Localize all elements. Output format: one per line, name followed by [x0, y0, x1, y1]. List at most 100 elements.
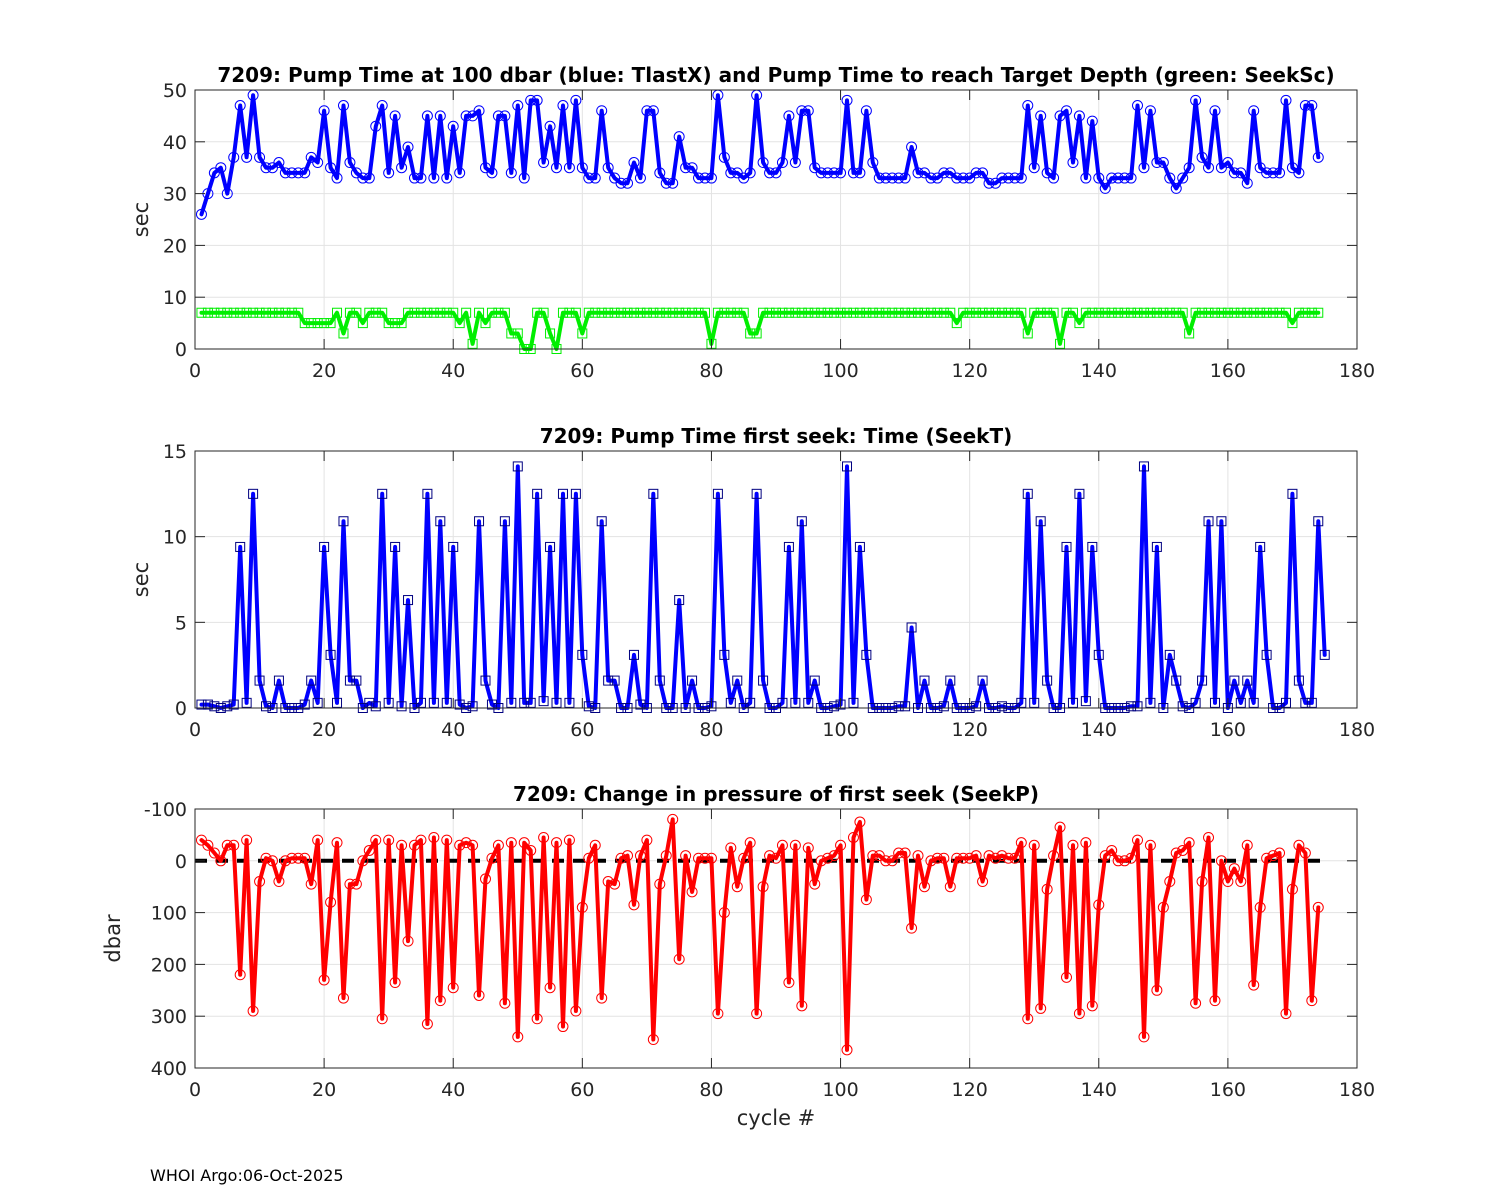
axes-frame: [194, 89, 1358, 350]
data-point: [396, 318, 407, 329]
data-point: [1274, 847, 1286, 859]
data-point: [234, 969, 246, 981]
data-point: [738, 307, 749, 318]
x-tick-label: 0: [189, 719, 201, 741]
data-point: [1119, 172, 1131, 184]
data-point: [266, 855, 278, 867]
data-point: [1028, 162, 1040, 174]
data-point: [680, 162, 692, 174]
data-point: [1184, 328, 1195, 339]
x-tick-label: 60: [570, 1079, 594, 1101]
data-point: [279, 855, 291, 867]
data-point: [1241, 177, 1253, 189]
x-tick-label: 160: [1210, 719, 1246, 741]
data-point: [1132, 100, 1144, 112]
data-point: [1048, 307, 1059, 318]
data-point: [512, 461, 523, 472]
data-point: [989, 852, 1001, 864]
data-point: [977, 675, 988, 686]
data-point: [531, 94, 543, 106]
data-point: [822, 307, 833, 318]
data-point: [325, 162, 337, 174]
data-point: [312, 697, 323, 708]
data-point: [1067, 307, 1078, 318]
data-point: [1126, 701, 1137, 712]
data-point: [854, 307, 865, 318]
data-point: [861, 649, 872, 660]
data-point: [1138, 461, 1149, 472]
x-tick-label: 80: [699, 1079, 723, 1101]
data-point: [951, 318, 962, 329]
data-point: [202, 839, 214, 851]
data-point: [1080, 307, 1091, 318]
data-point: [570, 1005, 582, 1017]
x-tick-label: 120: [952, 1079, 988, 1101]
data-point: [1203, 516, 1214, 527]
data-point: [1261, 167, 1273, 179]
data-point: [628, 649, 639, 660]
data-point: [473, 989, 485, 1001]
data-point: [583, 852, 595, 864]
data-point: [1042, 307, 1053, 318]
data-point: [1293, 675, 1304, 686]
data-point: [744, 837, 756, 849]
data-point: [1093, 899, 1105, 911]
data-point: [544, 982, 556, 994]
data-point: [1177, 701, 1188, 712]
data-point: [1228, 167, 1240, 179]
data-point: [1254, 901, 1266, 913]
data-point: [919, 307, 930, 318]
data-point: [538, 696, 549, 707]
data-point: [693, 852, 705, 864]
data-point: [486, 699, 497, 710]
data-point: [1022, 328, 1033, 339]
data-point: [951, 852, 963, 864]
data-point: [512, 100, 524, 112]
data-point: [1106, 844, 1118, 856]
data-point: [906, 922, 918, 934]
data-point: [796, 105, 808, 117]
data-point: [848, 697, 859, 708]
data-point: [938, 852, 950, 864]
data-point: [228, 307, 239, 318]
data-point: [357, 855, 369, 867]
data-point: [893, 307, 904, 318]
x-tick-label: 140: [1081, 719, 1117, 741]
data-point: [474, 516, 485, 527]
data-point: [1222, 157, 1234, 169]
data-point: [1074, 488, 1085, 499]
y-tick-label: 15: [163, 441, 187, 463]
data-point: [525, 94, 537, 106]
data-point: [925, 307, 936, 318]
data-point: [861, 307, 872, 318]
data-point: [1267, 167, 1279, 179]
data-point: [1190, 697, 1201, 708]
data-point: [506, 328, 517, 339]
data-point: [1306, 100, 1318, 112]
data-point: [279, 167, 291, 179]
data-point: [1197, 675, 1208, 686]
data-point: [616, 307, 627, 318]
data-point: [654, 878, 666, 890]
data-point: [532, 488, 543, 499]
data-point: [1164, 307, 1175, 318]
data-point: [1016, 307, 1027, 318]
data-point: [460, 837, 472, 849]
axes-frame: [194, 450, 1358, 709]
y-axis-label: sec: [129, 562, 153, 597]
panel-seek-pressure: 0 20 40 60 80 100 120 140 160 180 -100 0 100 200 300 40…: [101, 782, 1375, 1130]
data-point: [383, 697, 394, 708]
data-point: [557, 488, 568, 499]
data-point: [590, 307, 601, 318]
data-point: [958, 307, 969, 318]
data-point: [758, 307, 769, 318]
data-point: [1171, 307, 1182, 318]
data-point: [757, 157, 769, 169]
data-point: [480, 675, 491, 686]
data-point: [906, 622, 917, 633]
data-point: [325, 318, 336, 329]
data-point: [1228, 863, 1240, 875]
data-point: [273, 307, 284, 318]
data-point: [725, 167, 737, 179]
